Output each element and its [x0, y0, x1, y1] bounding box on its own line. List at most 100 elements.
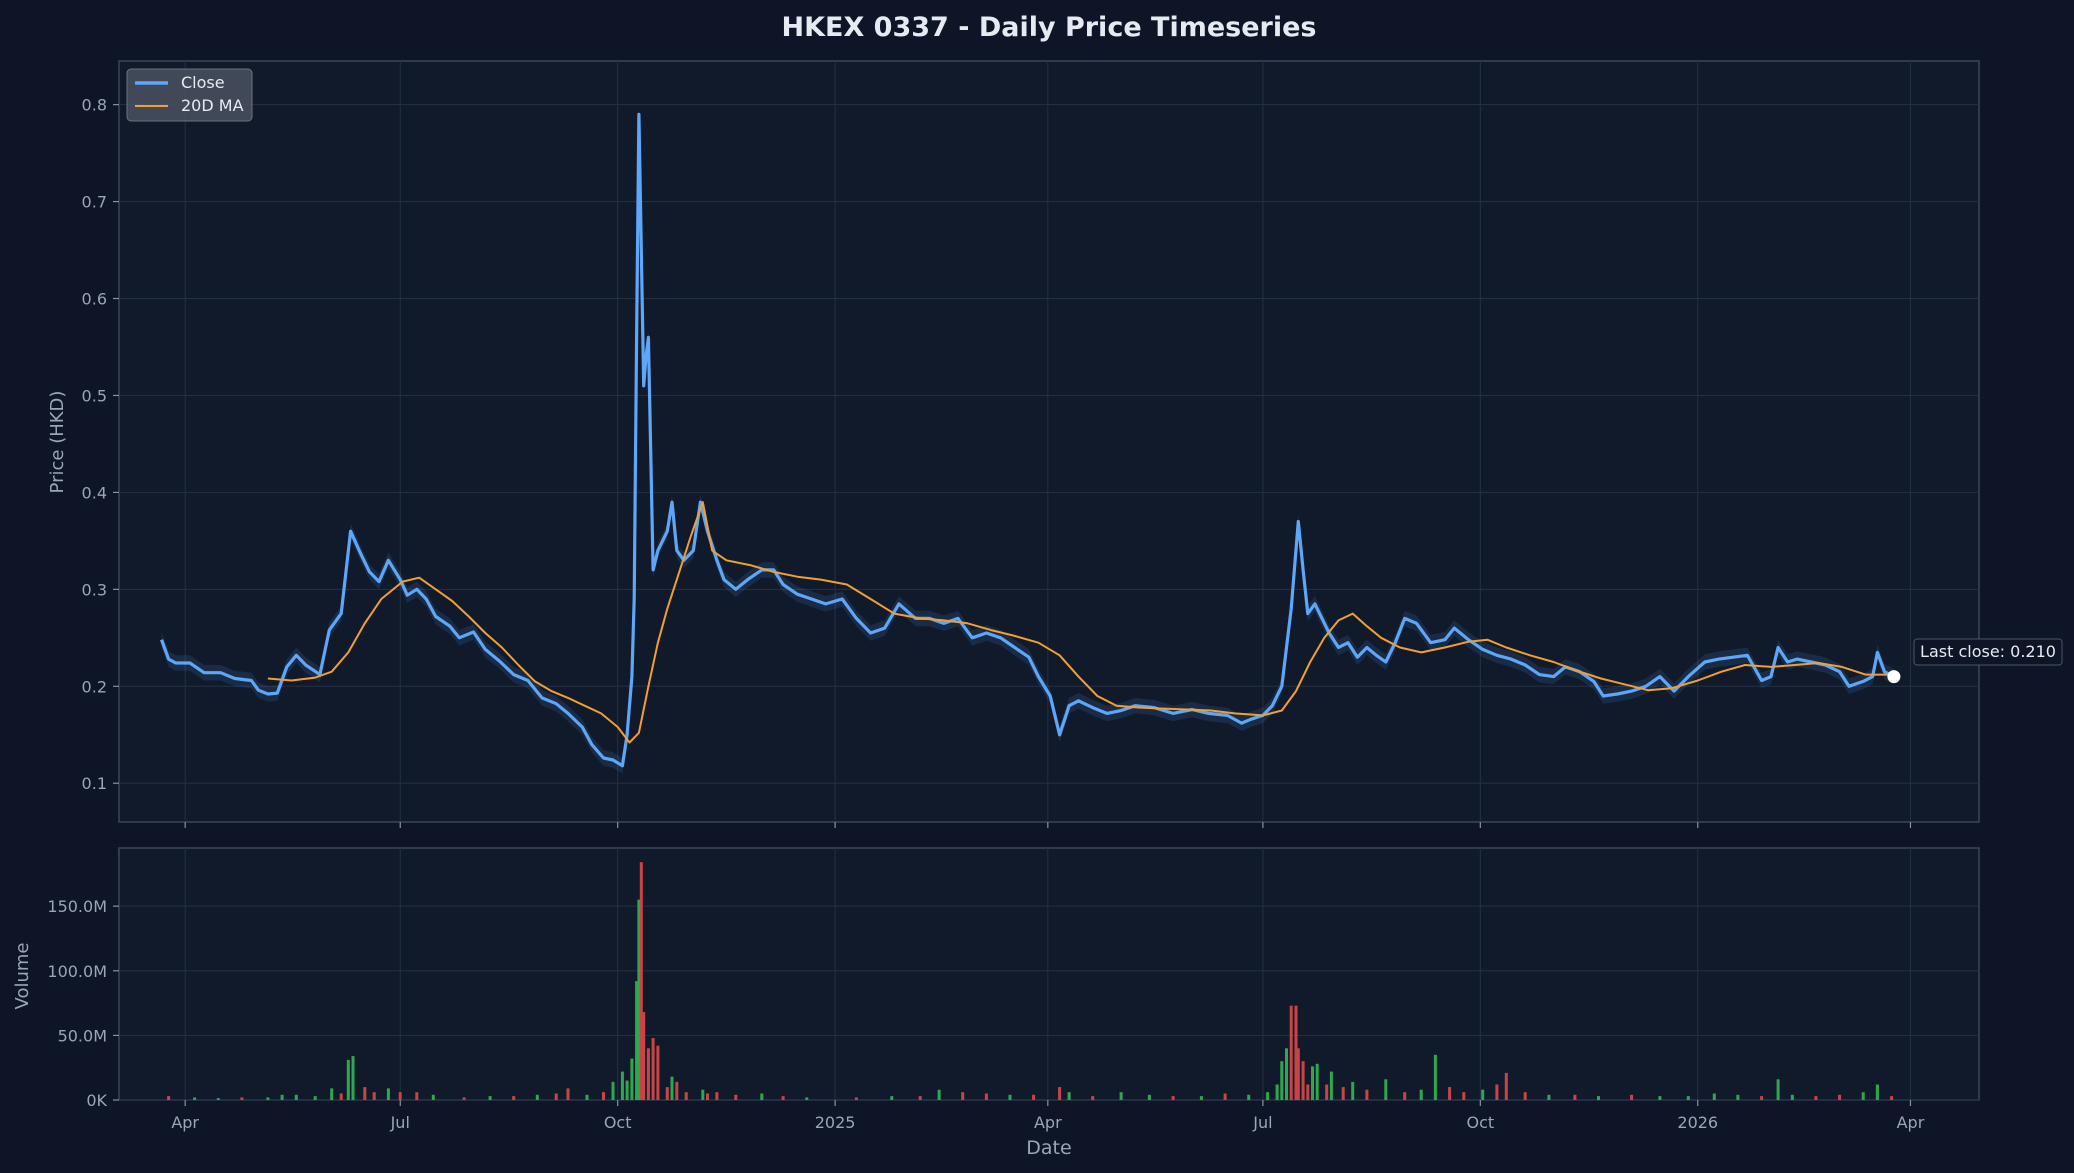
volume-bar [339, 1093, 343, 1100]
volume-bar [620, 1071, 624, 1100]
volume-bar [854, 1097, 858, 1100]
volume-bar [1306, 1084, 1310, 1100]
x-tick-label: 2025 [815, 1113, 856, 1132]
volume-x-ticks: Apr Jul Oct 2025 Apr Jul Oct 2026 Apr [171, 1100, 1925, 1132]
price-plot-area [118, 60, 1980, 823]
price-y-tick-label: 0.1 [82, 774, 107, 793]
volume-bar [240, 1097, 244, 1100]
price-y-tick-label: 0.3 [82, 580, 107, 599]
volume-bar [637, 899, 641, 1100]
volume-bar [961, 1092, 965, 1100]
price-y-axis-label: Price (HKD) [47, 391, 68, 494]
volume-bar [1481, 1089, 1485, 1100]
volume-bar [937, 1089, 941, 1100]
volume-bar [372, 1092, 376, 1100]
volume-bar [890, 1096, 894, 1100]
legend-ma-label: 20D MA [181, 96, 244, 115]
volume-bar [1630, 1094, 1634, 1100]
volume-bar [512, 1096, 516, 1100]
last-close-box [1913, 638, 2063, 666]
price-y-ticks: 0.1 0.2 0.3 0.4 0.5 0.6 0.7 0.8 [82, 96, 119, 793]
x-axis-label: Date [1026, 1137, 1071, 1159]
volume-bar [1760, 1096, 1764, 1100]
volume-bar [1523, 1092, 1527, 1100]
volume-bar [280, 1094, 284, 1100]
volume-bar [684, 1092, 688, 1100]
volume-bar [1433, 1054, 1437, 1100]
volume-bar [462, 1097, 466, 1100]
x-tick-label: Apr [1034, 1113, 1062, 1132]
volume-bar [1329, 1071, 1333, 1100]
volume-bar [1301, 1061, 1305, 1100]
volume-bar [1658, 1096, 1662, 1100]
volume-bar [294, 1094, 298, 1100]
volume-bar [1861, 1092, 1865, 1100]
volume-bar [602, 1092, 605, 1100]
volume-bar [675, 1081, 679, 1100]
volume-bar [701, 1089, 705, 1100]
chart-title: HKEX 0337 - Daily Price Timeseries [781, 12, 1316, 43]
price-y-tick-label: 0.5 [82, 386, 107, 405]
volume-bar [431, 1094, 435, 1100]
volume-bar [635, 981, 639, 1100]
x-tick-label: Oct [1466, 1113, 1494, 1132]
volume-bar [1384, 1079, 1388, 1100]
volume-bar [346, 1059, 350, 1100]
volume-bar [1419, 1089, 1423, 1100]
volume-bar [1448, 1087, 1452, 1100]
volume-bar [625, 1080, 629, 1100]
x-tick-label: Apr [1897, 1113, 1925, 1132]
volume-bar [1067, 1092, 1071, 1100]
volume-bar [1838, 1094, 1842, 1100]
volume-bar [1058, 1087, 1062, 1100]
volume-bar [642, 1012, 646, 1100]
volume-y-axis-label: Volume [12, 943, 33, 1010]
volume-bar [330, 1088, 334, 1100]
volume-bar [1597, 1096, 1600, 1100]
volume-bar [566, 1088, 570, 1100]
volume-bar [1032, 1094, 1036, 1100]
volume-bar [1280, 1061, 1284, 1100]
volume-bar [670, 1076, 674, 1100]
volume-bar [656, 1045, 660, 1100]
legend-close-label: Close [181, 73, 225, 92]
volume-bar [646, 1048, 650, 1100]
price-x-ticks [184, 822, 1912, 828]
volume-bar [781, 1096, 785, 1100]
volume-y-tick-label: 150.0M [47, 897, 107, 916]
price-y-tick-label: 0.8 [82, 96, 107, 115]
volume-bar [1247, 1094, 1251, 1100]
volume-bar [1311, 1066, 1314, 1100]
volume-bar [1199, 1096, 1203, 1100]
volume-bar [984, 1093, 988, 1100]
volume-bar [1289, 1005, 1293, 1100]
volume-bar [1285, 1048, 1288, 1100]
volume-y-ticks: 0K 50.0M 100.0M 150.0M [47, 897, 119, 1110]
price-gridlines [119, 61, 1979, 822]
price-panel: 0.1 0.2 0.3 0.4 0.5 0.6 0.7 0.8 Price (HKD) Clo… [47, 60, 2063, 828]
volume-bar [630, 1058, 634, 1100]
volume-bar [193, 1097, 197, 1100]
volume-bar [1341, 1087, 1345, 1100]
price-y-tick-label: 0.6 [82, 290, 107, 309]
volume-bar [1403, 1092, 1407, 1100]
x-tick-label: Jul [390, 1113, 410, 1132]
volume-bar [1294, 1005, 1298, 1100]
volume-bar [313, 1096, 317, 1100]
volume-y-tick-label: 100.0M [47, 962, 107, 981]
volume-bar [1547, 1094, 1551, 1100]
volume-bar [805, 1097, 809, 1100]
last-close-annotation: Last close: 0.210 [1887, 638, 2063, 684]
volume-bar [1462, 1092, 1466, 1100]
x-tick-label: Oct [604, 1113, 632, 1132]
volume-y-tick-label: 0K [86, 1091, 107, 1110]
volume-bar [1776, 1079, 1780, 1100]
volume-bar [611, 1081, 615, 1100]
volume-bar [216, 1098, 220, 1100]
x-tick-label: Jul [1252, 1113, 1272, 1132]
volume-bar [167, 1096, 171, 1100]
x-tick-label: 2026 [1677, 1113, 1718, 1132]
volume-bar [918, 1096, 922, 1100]
volume-gridlines [119, 848, 1979, 1101]
